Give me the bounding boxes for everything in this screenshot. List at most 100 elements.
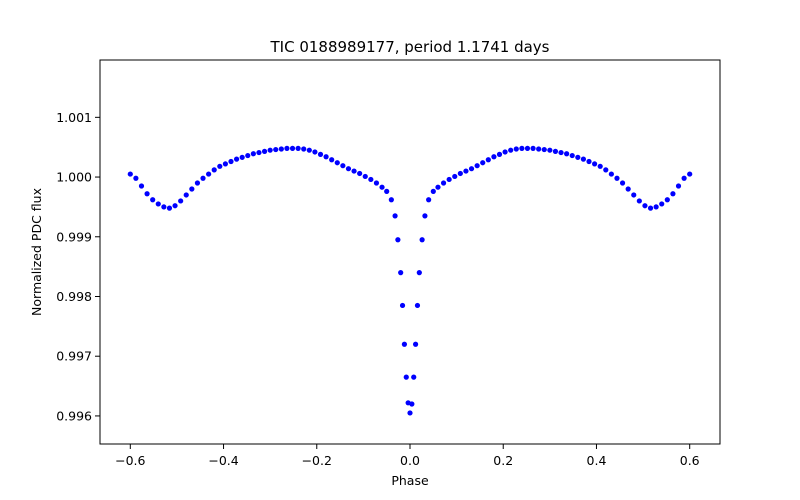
data-point [398,270,404,276]
data-point [194,180,201,186]
data-point [536,146,542,152]
data-point [392,213,398,219]
data-point [547,147,553,153]
data-point [426,197,432,203]
data-point [345,166,352,172]
data-point [564,151,570,157]
y-tick-label: 0.996 [56,408,92,423]
data-point [457,170,463,177]
data-point [289,145,296,151]
data-point [614,175,620,181]
data-point [647,205,654,211]
chart-title: TIC 0188989177, period 1.1741 days [269,38,549,56]
data-point [631,192,637,198]
data-point [161,204,167,210]
data-point [586,158,592,165]
y-axis: 0.996 0.997 0.998 0.999 1.000 1.001 [56,110,100,423]
data-point [664,197,670,203]
data-point [166,205,173,211]
data-point [519,145,525,151]
data-point [642,203,648,209]
data-point [312,149,318,155]
data-point [261,148,268,154]
data-point [388,197,394,203]
data-point [496,151,503,157]
data-point [323,154,329,160]
data-point [206,171,212,177]
y-axis-label: Normalized PDC flux [29,188,44,316]
data-point [659,201,665,207]
data-point [446,176,452,183]
data-point [245,152,251,159]
data-point [217,163,223,169]
data-point [619,180,626,186]
data-point [592,161,598,167]
data-point [480,160,486,166]
data-point [435,184,441,190]
data-point [368,176,374,183]
data-point [183,192,189,198]
data-point [419,237,425,243]
data-point [329,157,335,163]
data-point [452,173,458,180]
data-point [407,410,413,416]
data-point [524,145,531,151]
x-tick-label: 0.2 [493,453,513,468]
data-point [681,175,687,181]
data-point [485,157,491,163]
data-point [422,213,428,219]
data-point [228,158,234,165]
data-point [412,341,419,347]
data-point [474,163,480,169]
data-point [575,154,581,160]
data-point [508,147,514,153]
data-point [155,201,161,207]
data-point [399,302,406,309]
data-point [250,151,256,157]
x-tick-label: −0.4 [208,453,238,468]
data-point [636,198,642,204]
data-point [541,146,547,153]
data-point [580,156,587,162]
x-tick-label: 0.6 [680,453,700,468]
x-axis-label: Phase [391,473,429,488]
data-point [491,154,497,160]
data-point [530,145,536,151]
data-point [597,163,603,169]
data-point [502,149,508,155]
data-point [150,197,156,203]
y-tick-label: 0.998 [56,289,92,304]
data-point [558,149,564,156]
data-point [317,151,324,157]
data-point [653,204,659,210]
y-tick-label: 1.001 [56,110,92,125]
data-point [222,161,228,167]
data-point [373,180,380,186]
data-point [172,203,178,209]
x-tick-label: −0.2 [302,453,332,468]
data-point [670,191,676,197]
data-point [625,186,631,192]
data-point [403,374,409,380]
data-point [340,163,346,169]
data-point [468,166,475,172]
data-point [211,167,217,173]
data-point [138,183,145,189]
data-point [306,147,312,153]
data-point [463,168,469,174]
data-point [430,188,436,194]
data-point [256,149,262,156]
data-point [295,145,301,151]
data-point [301,146,307,152]
data-point [334,160,340,166]
data-point [178,198,184,204]
data-point [379,184,385,190]
x-tick-label: 0.0 [400,453,420,468]
data-point [687,171,693,177]
data-point [239,154,245,160]
data-point [351,168,357,174]
data-point [284,145,290,151]
data-point [569,152,575,159]
data-point [362,173,368,180]
